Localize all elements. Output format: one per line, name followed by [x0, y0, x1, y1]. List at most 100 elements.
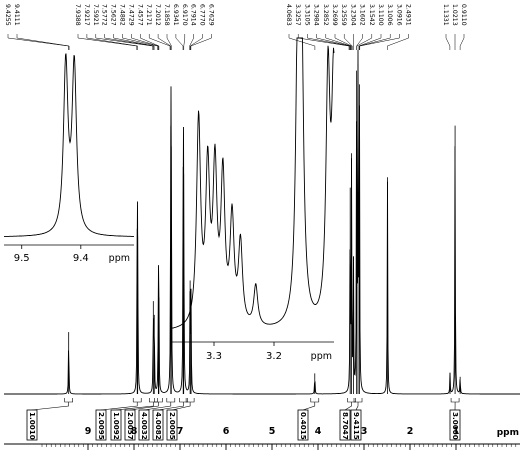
peak-label-connector-10 [148, 34, 171, 50]
peak-label-34: 0.9110 [460, 4, 467, 26]
inset-9-4-tick-label-0: 9.5 [14, 253, 30, 264]
peak-label-1: 9.4111 [13, 4, 20, 26]
integral-bracket-0 [31, 398, 73, 411]
peak-label-27: 3.1542 [368, 4, 375, 26]
peak-label-connector-11 [157, 34, 171, 50]
peak-label-28: 3.1100 [377, 4, 384, 26]
peak-label-2: 7.9388 [74, 4, 81, 26]
integral-bracket-10 [450, 398, 460, 411]
peak-label-22: 3.2852 [322, 4, 329, 26]
peak-labels-group: 9.4255 9.4111 7.9388 7.9217 7.5921 7.5772 7.56… [4, 4, 467, 50]
peak-label-31: 2.4931 [405, 4, 412, 26]
peak-label-11: 7.2012 [154, 4, 161, 26]
peak-label-26: 3.1602 [359, 4, 366, 26]
integral-bracket-6 [171, 398, 195, 411]
integral-bracket-2 [115, 398, 158, 411]
peak-label-connector-6 [113, 34, 155, 50]
inset-9-4-tick-label-1: 9.4 [73, 253, 89, 264]
peak-label-5: 7.5772 [101, 4, 108, 26]
peak-label-20: 3.3105 [303, 4, 310, 26]
peak-label-32: 1.1331 [442, 4, 449, 26]
integrals-group: 1.0010 2.0095 1.0092 2.0057 4.0032 4.0082 2.00… [26, 398, 461, 441]
peak-label-connector-17 [190, 34, 212, 50]
integral-box-8 [339, 409, 351, 441]
integral-value-4: 4.0032 [140, 412, 149, 440]
peak-label-19: 3.3257 [294, 4, 301, 26]
x-tick-label-1: 8 [131, 426, 138, 437]
integral-box-7 [297, 409, 309, 441]
integral-value-9: 9.4115 [352, 412, 361, 440]
peak-label-connector-30 [359, 34, 400, 50]
peak-label-connector-13 [175, 34, 184, 50]
peak-label-connector-8 [131, 34, 159, 50]
spectrum-line [4, 49, 520, 395]
integral-value-7: 0.4015 [299, 412, 308, 440]
peak-label-24: 3.2559 [340, 4, 347, 26]
inset-9-4-axis-label: ppm [109, 253, 130, 264]
integral-value-5: 4.0082 [154, 412, 163, 440]
peak-label-9: 7.4577 [136, 4, 143, 26]
integral-bracket-1 [100, 398, 142, 411]
peak-label-connector-7 [122, 34, 158, 50]
peak-label-connector-3 [86, 34, 138, 50]
x-tick-label-6: 3 [361, 426, 368, 437]
peak-label-connector-27 [356, 34, 373, 50]
peak-label-connector-1 [16, 34, 70, 50]
peak-label-connector-20 [307, 34, 350, 50]
peak-label-connector-28 [358, 34, 382, 50]
x-tick-label-3: 6 [223, 426, 230, 437]
integral-box-6 [166, 409, 178, 441]
inset-3-2-tick-label-1: 3.2 [266, 351, 282, 362]
peak-label-8: 7.4729 [127, 4, 134, 26]
peak-label-21: 3.2984 [313, 4, 320, 26]
peak-label-connector-14 [183, 34, 186, 50]
peak-label-connector-0 [7, 34, 69, 50]
integral-value-10: 3.0000 [451, 412, 460, 440]
peak-label-7: 7.4882 [119, 4, 126, 26]
integral-bracket-4 [143, 398, 176, 411]
integral-bracket-5 [157, 398, 188, 411]
peak-label-connector-19 [297, 34, 350, 50]
x-tick-label-0: 9 [85, 426, 92, 437]
peak-label-29: 3.1006 [386, 4, 393, 26]
integral-box-4 [138, 409, 150, 441]
peak-label-connector-2 [77, 34, 138, 50]
main-spectrum-group [4, 49, 520, 395]
x-tick-label-2: 7 [177, 426, 184, 437]
peak-label-10: 7.2171 [145, 4, 152, 26]
peak-label-connector-16 [190, 34, 203, 50]
peak-label-connector-4 [95, 34, 154, 50]
peak-label-connector-12 [166, 34, 172, 50]
peak-label-connector-21 [316, 34, 351, 50]
peak-label-connector-15 [189, 34, 194, 50]
peak-label-connector-9 [140, 34, 160, 50]
integral-box-0 [26, 409, 38, 441]
integral-box-5 [152, 409, 164, 441]
peak-label-connector-22 [325, 34, 352, 50]
x-tick-label-4: 5 [269, 426, 276, 437]
peak-label-13: 6.9341 [172, 4, 179, 26]
integral-box-10 [449, 409, 461, 441]
integral-bracket-7 [302, 398, 320, 411]
integral-value-6: 2.0005 [168, 412, 177, 440]
peak-label-connector-32 [445, 34, 451, 50]
peak-label-25: 3.2304 [349, 4, 356, 26]
peak-label-23: 3.2699 [331, 4, 338, 26]
peak-label-connector-26 [356, 34, 363, 50]
peak-label-12: 7.1858 [163, 4, 170, 26]
peak-label-connector-5 [104, 34, 154, 50]
peak-label-6: 7.5627 [110, 4, 117, 26]
inset-3-2-axis-label: ppm [311, 351, 332, 362]
peak-label-15: 6.7914 [190, 4, 197, 26]
peak-label-30: 3.0916 [395, 4, 402, 26]
peak-label-4: 7.5921 [92, 4, 99, 26]
peak-label-33: 1.0213 [451, 4, 458, 26]
x-axis-group: 9 8 7 6 5 4 3 2 1 ppm [4, 426, 520, 450]
peak-label-16: 6.7770 [199, 4, 206, 26]
x-tick-label-5: 4 [315, 426, 322, 437]
peak-label-connector-23 [334, 34, 352, 50]
x-axis-label: ppm [497, 428, 519, 438]
inset-3-2-spectrum [171, 37, 335, 329]
